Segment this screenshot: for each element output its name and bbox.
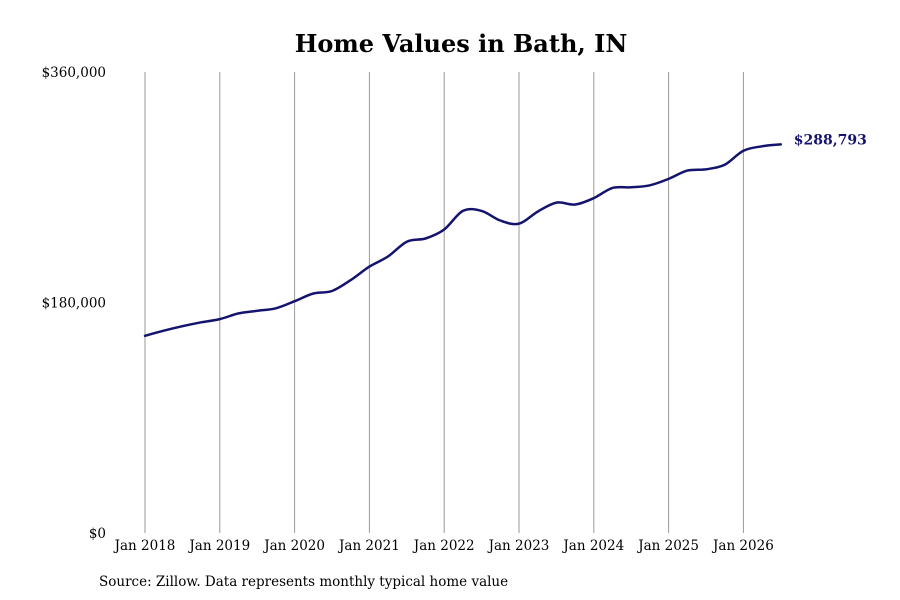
last-value-label: $288,793 — [794, 132, 867, 148]
chart-title: Home Values in Bath, IN — [295, 29, 628, 58]
y-tick-label-1: $180,000 — [42, 296, 106, 312]
x-tick-label-0: Jan 2018 — [113, 538, 176, 554]
y-tick-label-2: $360,000 — [42, 65, 106, 81]
x-tick-label-2: Jan 2020 — [262, 538, 325, 554]
x-tick-label-1: Jan 2019 — [187, 538, 250, 554]
x-tick-label-5: Jan 2023 — [487, 538, 550, 554]
source-note: Source: Zillow. Data represents monthly … — [99, 574, 508, 590]
gridlines — [144, 72, 744, 533]
x-axis: Jan 2018 Jan 2019 Jan 2020 Jan 2021 Jan 2022… — [113, 538, 774, 554]
y-axis: $0 $180,000 $360,000 — [42, 65, 106, 542]
x-tick-label-6: Jan 2024 — [561, 538, 624, 554]
x-tick-label-4: Jan 2022 — [412, 538, 475, 554]
home-value-line — [143, 143, 783, 338]
x-tick-label-7: Jan 2025 — [636, 538, 699, 554]
y-tick-label-0: $0 — [89, 526, 106, 542]
x-tick-label-3: Jan 2021 — [337, 538, 400, 554]
x-tick-label-8: Jan 2026 — [711, 538, 774, 554]
